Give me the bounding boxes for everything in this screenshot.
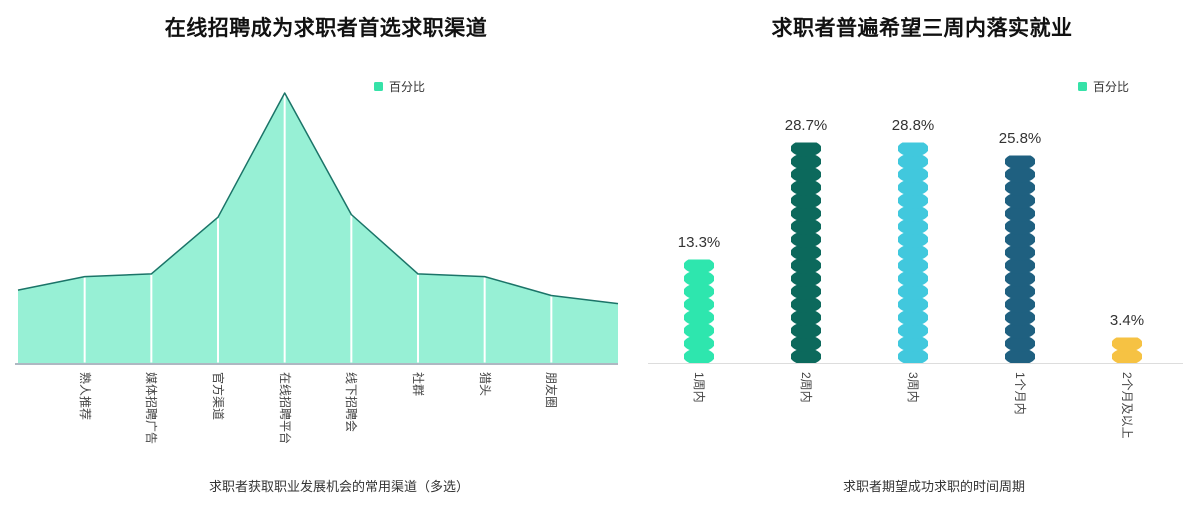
area-chart-legend[interactable]: 百分比 (374, 78, 425, 95)
area-series[interactable] (18, 93, 618, 363)
legend-label: 百分比 (389, 80, 426, 94)
bar-value-label: 28.7% (784, 116, 828, 134)
bar-value-label: 25.8% (998, 129, 1042, 147)
area-chart-title: 在线招聘成为求职者首选求职渠道 (164, 17, 488, 40)
x-axis-label: 线下招聘会 (344, 372, 359, 433)
bar-chart-legend[interactable]: 百分比 (1078, 78, 1129, 95)
bar-value-label: 3.4% (1109, 311, 1145, 329)
bead-bar[interactable] (898, 140, 929, 364)
legend-swatch-icon (374, 82, 383, 91)
legend-label: 百分比 (1093, 80, 1130, 94)
bead-bar[interactable] (684, 257, 715, 364)
bead-bar[interactable] (1005, 153, 1036, 364)
x-axis-label: 1个月内 (1013, 372, 1027, 415)
area-outline (17, 92, 619, 305)
legend-swatch-icon (1078, 82, 1087, 91)
x-axis-label: 1周内 (692, 372, 706, 403)
x-axis-label: 猎头 (477, 372, 492, 397)
x-axis-label: 朋友圈 (544, 372, 559, 409)
bar-value-label: 13.3% (677, 233, 721, 251)
x-axis-label: 熟人推荐 (77, 372, 92, 421)
x-axis-label: 社群 (411, 372, 425, 397)
bead-bar[interactable] (791, 140, 822, 364)
x-axis-label: 媒体招聘广告 (144, 372, 159, 445)
x-axis-label: 2周内 (799, 372, 813, 403)
x-axis-label: 在线招聘平台 (277, 372, 292, 445)
x-axis-label: 官方渠道 (211, 372, 225, 421)
area-chart-x-axis-title: 求职者获取职业发展机会的常用渠道（多选） (208, 479, 470, 494)
bar-chart-x-axis-title: 求职者期望成功求职的时间周期 (842, 479, 1026, 494)
bar-chart-title: 求职者普遍希望三周内落实就业 (771, 17, 1073, 40)
x-axis-label: 2个月及以上 (1120, 372, 1134, 439)
bead-bar[interactable] (1112, 335, 1143, 364)
x-axis-label: 3周内 (906, 372, 920, 403)
bar-value-label: 28.8% (891, 116, 935, 134)
